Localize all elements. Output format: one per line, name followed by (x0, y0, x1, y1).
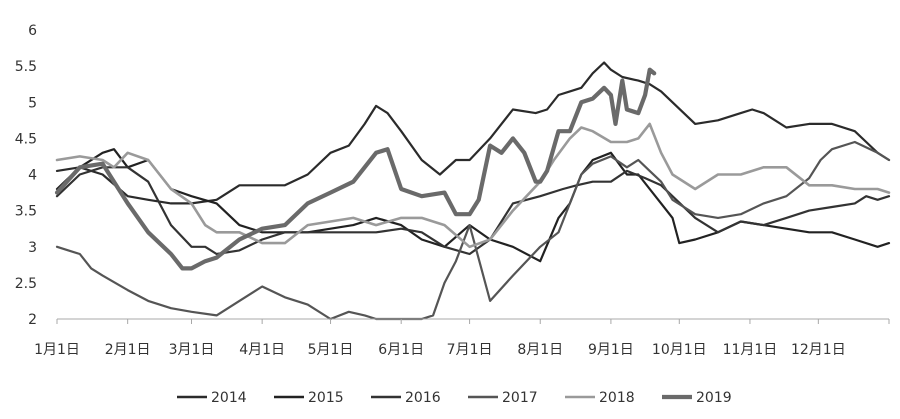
y-tick-label: 3.5 (15, 204, 37, 220)
legend-label: 2018 (599, 390, 635, 406)
x-tick-label: 10月1日 (652, 342, 707, 358)
y-tick-label: 5 (28, 95, 37, 111)
series-line-2018 (55, 122, 891, 249)
y-tick-label: 2.5 (15, 276, 37, 292)
series-line-2014 (55, 61, 891, 205)
y-tick-label: 3 (28, 240, 37, 256)
legend-item-2015: 2015 (274, 390, 344, 406)
x-axis-tick-labels: 1月1日 2月1日 3月1日 4月1日 5月1日 6月1日 7月1日 8月1日 9月1日 10月1… (34, 342, 846, 358)
legend: 2014 2015 2016 2017 2018 2019 (177, 390, 732, 406)
y-tick-label: 4.5 (15, 131, 37, 147)
y-tick-label: 6 (28, 23, 37, 39)
legend-label: 2017 (502, 390, 538, 406)
series-line-2017 (55, 140, 891, 321)
x-tick-label: 6月1日 (378, 342, 424, 358)
series-line-2019 (54, 67, 657, 271)
y-axis-tick-labels: 6 5.5 5 4.5 4 3.5 3 2.5 2 (15, 23, 37, 328)
x-tick-label: 3月1日 (169, 342, 215, 358)
y-tick-label: 2 (28, 312, 37, 328)
legend-label: 2016 (405, 390, 441, 406)
legend-item-2017: 2017 (468, 390, 538, 406)
legend-label: 2015 (308, 390, 344, 406)
x-tick-label: 7月1日 (447, 342, 493, 358)
x-axis-tick-marks (56, 319, 890, 324)
x-tick-label: 8月1日 (517, 342, 563, 358)
series-line-2016 (55, 166, 891, 256)
x-tick-label: 11月1日 (723, 342, 778, 358)
x-tick-label: 12月1日 (791, 342, 846, 358)
x-tick-label: 2月1日 (105, 342, 151, 358)
legend-item-2018: 2018 (565, 390, 635, 406)
legend-item-2016: 2016 (371, 390, 441, 406)
x-tick-label: 5月1日 (308, 342, 354, 358)
y-tick-label: 4 (28, 168, 37, 184)
x-tick-label: 9月1日 (588, 342, 634, 358)
series-lines (54, 61, 891, 321)
legend-label: 2014 (211, 390, 247, 406)
x-tick-label: 4月1日 (239, 342, 285, 358)
legend-item-2019: 2019 (662, 390, 732, 406)
x-tick-label: 1月1日 (34, 342, 80, 358)
y-tick-label: 5.5 (15, 59, 37, 75)
legend-label: 2019 (696, 390, 732, 406)
legend-item-2014: 2014 (177, 390, 247, 406)
